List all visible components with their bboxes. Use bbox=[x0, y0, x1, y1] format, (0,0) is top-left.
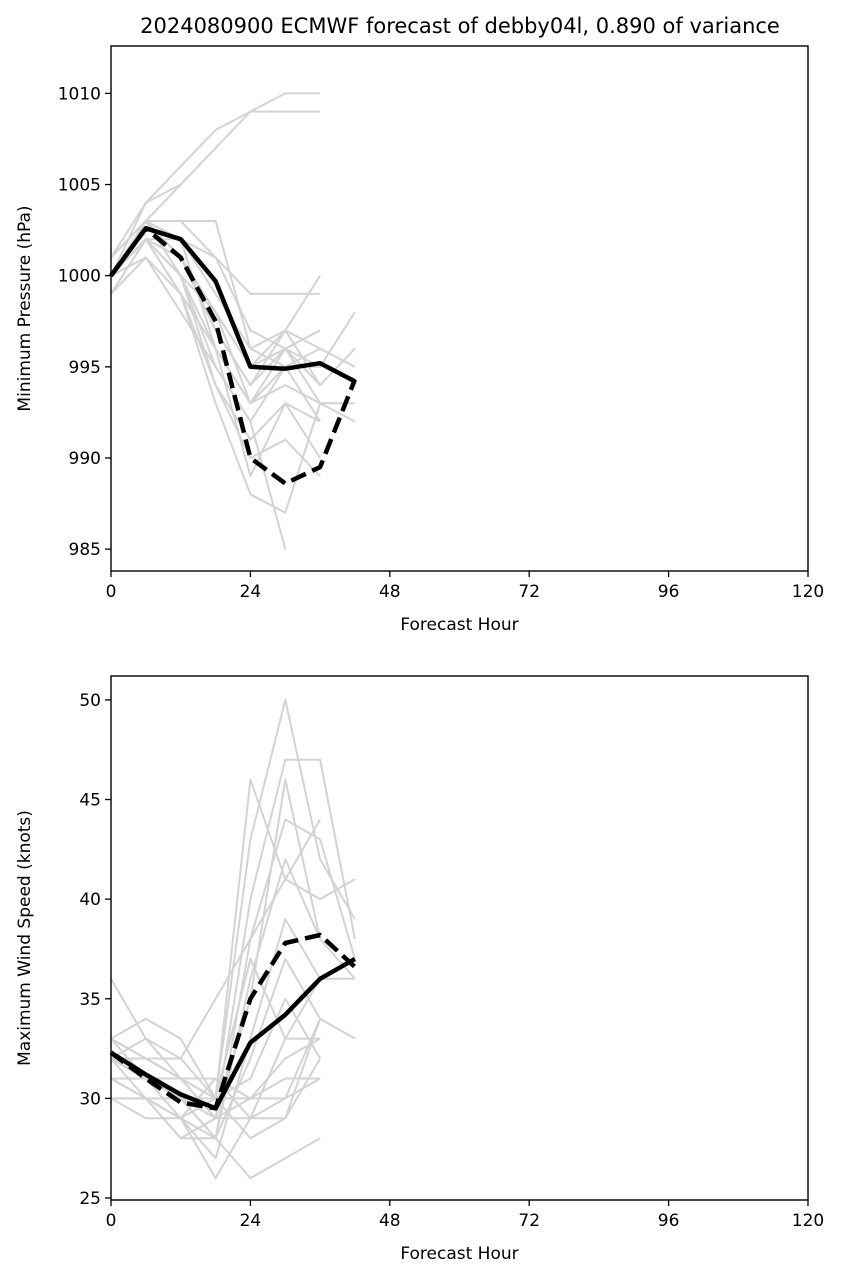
pressure-xtick-label: 48 bbox=[379, 582, 401, 602]
wind-dashed-line bbox=[109, 932, 357, 1111]
wind-xtick-label: 24 bbox=[240, 1211, 262, 1231]
pressure-member-line-19 bbox=[110, 238, 356, 368]
wind-ytick-label: 40 bbox=[79, 890, 101, 910]
wind-ytick-label: 25 bbox=[79, 1189, 101, 1209]
wind-ytick-label: 30 bbox=[79, 1089, 101, 1109]
wind-xtick-label: 96 bbox=[658, 1211, 680, 1231]
pressure-xtick-label: 120 bbox=[792, 582, 824, 602]
pressure-xtick-label: 72 bbox=[518, 582, 540, 602]
pressure-ytick-label: 990 bbox=[69, 449, 101, 469]
pressure-mean-line bbox=[109, 226, 356, 384]
wind-axes-frame bbox=[110, 675, 809, 1201]
pressure-ytick-label: 985 bbox=[69, 540, 101, 560]
pressure-ytick-label: 995 bbox=[69, 358, 101, 378]
pressure-yaxis-label: Minimum Pressure (hPa) bbox=[15, 205, 35, 411]
wind-xtick-label: 0 bbox=[106, 1211, 117, 1231]
wind-member-line-10 bbox=[110, 1097, 321, 1180]
pressure-xaxis-label: Forecast Hour bbox=[400, 615, 518, 635]
wind-member-line-19 bbox=[110, 957, 321, 1120]
pressure-axes-frame bbox=[110, 45, 809, 572]
pressure-xtick-label: 0 bbox=[106, 582, 117, 602]
pressure-ytick-label: 1000 bbox=[58, 267, 101, 287]
wind-member-line-1 bbox=[110, 778, 356, 1100]
pressure-xtick-label: 24 bbox=[240, 582, 262, 602]
wind-xaxis-label: Forecast Hour bbox=[400, 1244, 518, 1264]
pressure-ytick-label: 1005 bbox=[58, 176, 101, 196]
wind-ytick-label: 45 bbox=[79, 791, 101, 811]
wind-xtick-label: 72 bbox=[518, 1211, 540, 1231]
wind-member-line-14 bbox=[111, 818, 321, 1060]
pressure-dashed-line bbox=[109, 226, 357, 486]
wind-ytick-label: 35 bbox=[79, 990, 101, 1010]
wind-member-line-18 bbox=[110, 778, 322, 1120]
wind-ytick-label: 50 bbox=[79, 691, 101, 711]
pressure-ytick-label: 1010 bbox=[58, 84, 101, 104]
wind-member-line-16 bbox=[110, 1018, 322, 1120]
wind-yaxis-label: Maximum Wind Speed (knots) bbox=[15, 810, 35, 1066]
wind-mean-line bbox=[109, 956, 357, 1111]
figure-title: 2024080900 ECMWF forecast of debby04l, 0… bbox=[140, 14, 780, 38]
pressure-panel: 0 24 48 72 96 120 985 990 995 1000 1005 1010 Forecas… bbox=[15, 45, 824, 635]
wind-panel: 0 24 48 72 96 120 25 30 35 40 45 50 Forecast Hour Max… bbox=[15, 675, 824, 1264]
pressure-member-line-3 bbox=[110, 183, 182, 259]
wind-xtick-label: 48 bbox=[379, 1211, 401, 1231]
pressure-xtick-label: 96 bbox=[658, 582, 680, 602]
pressure-member-line-17 bbox=[110, 256, 287, 550]
wind-xtick-label: 120 bbox=[792, 1211, 824, 1231]
